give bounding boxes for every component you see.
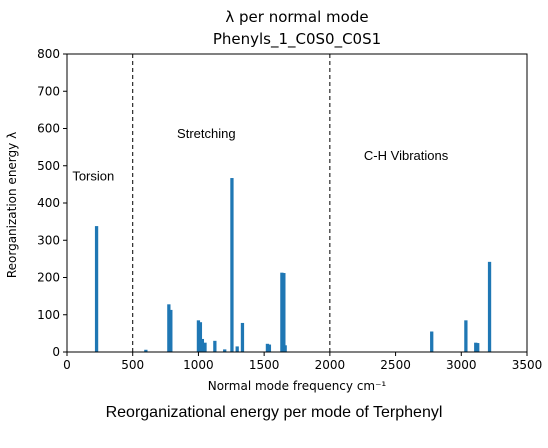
bar (240, 322, 245, 352)
bar (282, 273, 286, 352)
bar (267, 344, 272, 352)
y-tick-label: 200 (37, 271, 60, 285)
x-tick-label: 2500 (380, 358, 411, 372)
y-axis-label: Reorganization energy λ (5, 132, 19, 278)
y-tick-label: 600 (37, 122, 60, 136)
figure-caption: Reorganizational energy per mode of Terp… (105, 404, 443, 421)
chart: λ per normal mode Phenyls_1_C0S0_C0S1 0 5… (5, 8, 542, 393)
x-tick-label: 1500 (249, 358, 280, 372)
bar (265, 343, 270, 352)
chart-title-line1: λ per normal mode (225, 8, 368, 26)
x-axis-label: Normal mode frequency cm⁻¹ (208, 379, 387, 393)
x-tick-label: 1000 (183, 358, 214, 372)
bar (200, 338, 205, 352)
bar (223, 349, 227, 352)
bar (476, 343, 480, 352)
y-tick-label: 400 (37, 196, 60, 210)
bar (198, 322, 203, 352)
bar (94, 226, 99, 352)
y-tick-label: 700 (37, 84, 60, 98)
chart-title-line2: Phenyls_1_C0S0_C0S1 (213, 30, 381, 49)
region-annotation: Stretching (177, 126, 236, 141)
region-annotation: C-H Vibrations (364, 148, 449, 163)
y-tick-label: 800 (37, 47, 60, 61)
bar (280, 272, 284, 352)
x-tick-label: 3500 (512, 358, 543, 372)
region-annotation: Torsion (72, 169, 114, 184)
y-tick-label: 100 (37, 308, 60, 322)
bar (474, 342, 478, 352)
bar (230, 178, 234, 352)
bar (464, 320, 468, 352)
y-tick-label: 0 (52, 345, 60, 359)
bar (169, 309, 173, 352)
bar (235, 346, 239, 352)
bar (196, 320, 201, 352)
bar (283, 345, 287, 352)
bar (487, 261, 492, 352)
x-tick-label: 500 (121, 358, 144, 372)
bar (144, 349, 148, 352)
x-tick-label: 0 (63, 358, 71, 372)
y-tick-label: 500 (37, 159, 60, 173)
bar (203, 342, 207, 352)
plot-area: 0 500 1000 1500 2000 2500 3000 3500 0 100 200 300 40… (37, 47, 542, 372)
x-tick-label: 3000 (446, 358, 477, 372)
bar (213, 340, 217, 352)
bar (430, 331, 434, 352)
plot-frame (66, 53, 528, 353)
x-tick-label: 2000 (315, 358, 346, 372)
y-tick-label: 300 (37, 233, 60, 247)
bar (167, 304, 171, 352)
